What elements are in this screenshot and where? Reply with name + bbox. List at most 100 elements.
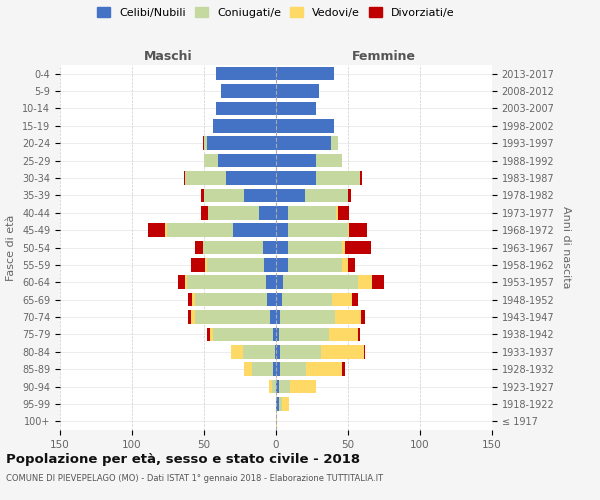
Bar [204, 154, 218, 168]
Bar [342, 240, 345, 254]
Bar [348, 258, 355, 272]
Text: Maschi: Maschi [143, 50, 193, 64]
Bar [263, 240, 276, 254]
Bar [266, 276, 276, 289]
Bar [358, 276, 373, 289]
Bar [280, 310, 335, 324]
Bar [279, 397, 282, 410]
Y-axis label: Anni di nascita: Anni di nascita [561, 206, 571, 289]
Bar [207, 328, 210, 341]
Bar [268, 293, 276, 306]
Bar [338, 206, 349, 220]
Bar [364, 345, 365, 358]
Bar [279, 328, 329, 341]
Bar [276, 102, 316, 115]
Bar [273, 362, 276, 376]
Bar [287, 240, 342, 254]
Bar [306, 362, 342, 376]
Bar [287, 224, 348, 237]
Bar [276, 67, 334, 80]
Bar [243, 345, 275, 358]
Bar [280, 362, 306, 376]
Bar [337, 206, 338, 220]
Bar [276, 224, 287, 237]
Bar [187, 276, 266, 289]
Bar [269, 380, 272, 394]
Bar [270, 310, 276, 324]
Bar [165, 224, 167, 237]
Bar [276, 345, 280, 358]
Bar [272, 380, 276, 394]
Text: COMUNE DI PIEVEPELAGO (MO) - Dati ISTAT 1° gennaio 2018 - Elaborazione TUTTITALI: COMUNE DI PIEVEPELAGO (MO) - Dati ISTAT … [6, 474, 383, 483]
Bar [316, 154, 342, 168]
Bar [276, 276, 283, 289]
Bar [358, 328, 359, 341]
Bar [193, 293, 196, 306]
Bar [276, 206, 287, 220]
Bar [196, 310, 270, 324]
Bar [212, 119, 276, 132]
Bar [204, 188, 244, 202]
Bar [275, 345, 276, 358]
Bar [259, 206, 276, 220]
Bar [276, 84, 319, 98]
Bar [348, 224, 349, 237]
Bar [287, 258, 342, 272]
Bar [349, 224, 367, 237]
Bar [290, 380, 316, 394]
Bar [148, 224, 165, 237]
Y-axis label: Fasce di età: Fasce di età [7, 214, 16, 280]
Bar [244, 362, 251, 376]
Bar [215, 67, 276, 80]
Bar [329, 328, 358, 341]
Bar [305, 188, 348, 202]
Text: Femmine: Femmine [352, 50, 416, 64]
Bar [196, 240, 203, 254]
Bar [276, 154, 316, 168]
Bar [276, 310, 280, 324]
Bar [208, 206, 259, 220]
Bar [167, 224, 233, 237]
Bar [276, 414, 277, 428]
Bar [345, 240, 371, 254]
Bar [279, 380, 290, 394]
Bar [342, 362, 345, 376]
Bar [215, 102, 276, 115]
Bar [204, 136, 207, 150]
Bar [191, 258, 205, 272]
Bar [191, 310, 196, 324]
Bar [276, 188, 305, 202]
Bar [201, 206, 208, 220]
Bar [205, 258, 207, 272]
Bar [207, 258, 265, 272]
Bar [361, 310, 365, 324]
Bar [251, 362, 273, 376]
Bar [196, 293, 268, 306]
Bar [185, 171, 226, 185]
Bar [201, 188, 204, 202]
Bar [352, 293, 358, 306]
Bar [210, 328, 212, 341]
Bar [282, 293, 332, 306]
Bar [276, 397, 279, 410]
Bar [276, 293, 282, 306]
Bar [282, 397, 289, 410]
Bar [359, 171, 362, 185]
Bar [276, 136, 331, 150]
Bar [276, 258, 287, 272]
Bar [203, 240, 263, 254]
Bar [331, 136, 338, 150]
Bar [226, 171, 276, 185]
Bar [276, 328, 279, 341]
Bar [207, 136, 276, 150]
Bar [276, 171, 316, 185]
Bar [320, 345, 364, 358]
Bar [342, 258, 348, 272]
Bar [244, 188, 276, 202]
Bar [332, 293, 352, 306]
Text: Popolazione per età, sesso e stato civile - 2018: Popolazione per età, sesso e stato civil… [6, 452, 360, 466]
Bar [265, 258, 276, 272]
Bar [178, 276, 185, 289]
Legend: Celibi/Nubili, Coniugati/e, Vedovi/e, Divorziati/e: Celibi/Nubili, Coniugati/e, Vedovi/e, Di… [93, 2, 459, 22]
Bar [276, 119, 334, 132]
